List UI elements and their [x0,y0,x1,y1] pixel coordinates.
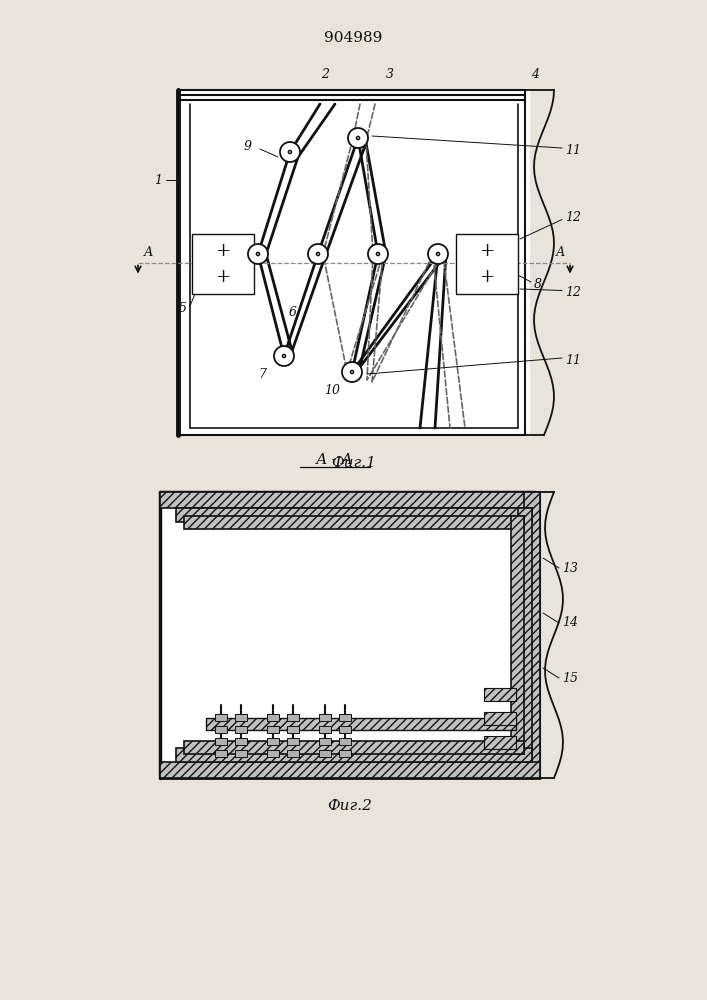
Text: 11: 11 [565,354,581,366]
Circle shape [288,150,292,154]
Text: 3: 3 [386,68,394,82]
Bar [524,492,540,778]
Text: 14: 14 [562,616,578,630]
Circle shape [436,252,440,256]
Bar [319,738,331,745]
Bar [215,726,227,733]
Text: +: + [216,242,230,260]
Bar [235,738,247,745]
Text: +: + [216,268,230,286]
Bar [235,726,247,733]
Circle shape [274,346,294,366]
Text: 904989: 904989 [324,31,382,45]
Bar [160,762,540,778]
Bar [215,738,227,745]
Text: 11: 11 [565,143,581,156]
Circle shape [342,362,362,382]
Circle shape [351,370,354,374]
Text: 6: 6 [289,306,297,319]
Bar [235,750,247,757]
Bar [184,741,524,754]
Bar [160,492,540,508]
Text: А: А [555,246,565,259]
Bar [511,516,524,754]
Bar [267,726,279,733]
Circle shape [248,244,268,264]
Bar [235,714,247,721]
Bar [287,726,299,733]
Bar [339,738,351,745]
Text: А: А [144,246,153,259]
Bar [339,750,351,757]
Bar [319,726,331,733]
Bar [192,234,254,294]
Circle shape [257,252,259,256]
Text: 9: 9 [244,140,252,153]
Text: Фиг.1: Фиг.1 [332,456,376,470]
Bar [215,750,227,757]
Bar [319,714,331,721]
Bar [178,90,530,435]
Bar [287,750,299,757]
Bar [456,234,518,294]
Text: 10: 10 [324,383,340,396]
Bar [484,736,516,749]
Circle shape [308,244,328,264]
Circle shape [316,252,320,256]
Text: Фиг.2: Фиг.2 [327,799,373,813]
Bar [267,738,279,745]
Text: 12: 12 [565,211,581,224]
Bar [176,508,532,522]
Bar [319,750,331,757]
Bar [287,738,299,745]
Text: 5: 5 [179,302,187,314]
Bar [484,688,516,701]
Text: 13: 13 [562,562,578,574]
Circle shape [428,244,448,264]
Circle shape [280,142,300,162]
Bar [518,508,532,762]
Text: 15: 15 [562,672,578,684]
Bar [176,748,532,762]
Text: 8: 8 [534,277,542,290]
Bar [215,714,227,721]
Bar [206,718,516,730]
Text: 1: 1 [154,174,162,186]
Circle shape [282,354,286,358]
Bar [339,714,351,721]
Text: 7: 7 [258,367,266,380]
Bar [287,714,299,721]
Circle shape [368,244,388,264]
Text: +: + [479,242,494,260]
Bar [484,712,516,725]
Bar [160,492,540,778]
Bar [267,714,279,721]
Bar [184,516,524,529]
Text: 4: 4 [531,68,539,82]
Text: 2: 2 [321,68,329,82]
Text: А - А: А - А [316,453,354,467]
Text: 12: 12 [565,286,581,299]
Bar [339,726,351,733]
Circle shape [356,136,360,140]
Circle shape [348,128,368,148]
Bar [267,750,279,757]
Text: +: + [479,268,494,286]
Circle shape [376,252,380,256]
